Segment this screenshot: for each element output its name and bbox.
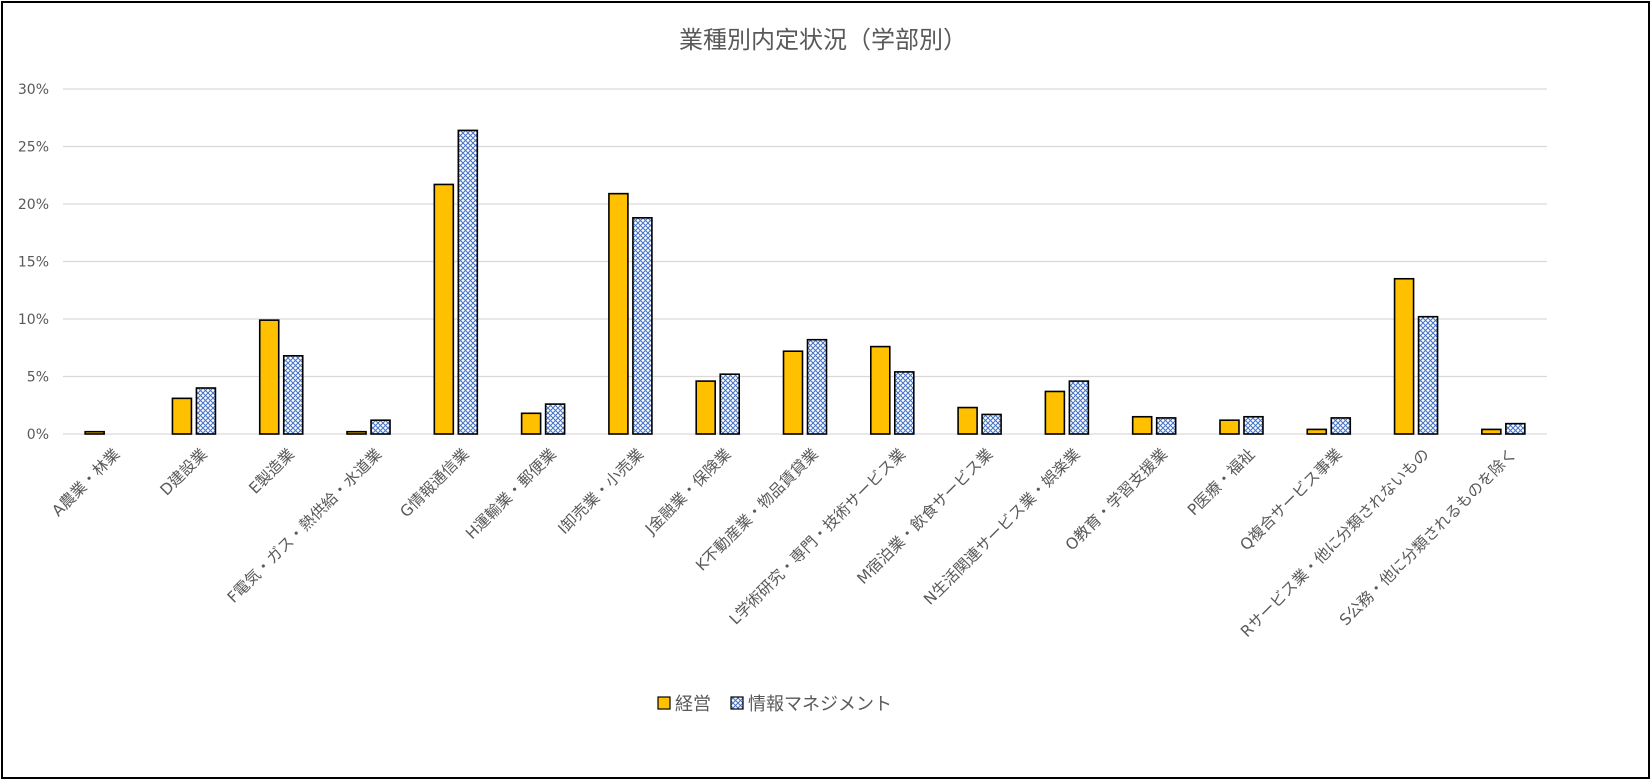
bar-keiei-2 — [258, 319, 280, 435]
y-tick-label: 30% — [18, 82, 49, 98]
bar-keiei-6 — [608, 192, 629, 435]
legend-swatch — [730, 696, 744, 710]
y-tick-label: 25% — [18, 140, 49, 156]
bar-joho-8 — [806, 338, 828, 435]
x-tick-label: L学術研究・専門・技術サービス業 — [726, 445, 909, 628]
y-tick-label: 10% — [18, 312, 49, 328]
bar-keiei-9 — [869, 345, 891, 435]
x-tick-label: F電気・ガス・熱供給・水道業 — [224, 445, 386, 607]
y-axis-ticks: 0% 5% 10% 15% 20% 25% 30% — [18, 82, 49, 443]
bar-keiei-0 — [84, 430, 105, 435]
bar-keiei-3 — [346, 430, 367, 435]
y-tick-label: 0% — [27, 427, 49, 443]
x-tick-label: D建設業 — [157, 445, 211, 499]
bar-joho-12 — [1155, 417, 1177, 435]
bar-joho-2 — [282, 354, 304, 435]
y-tick-label: 15% — [18, 255, 49, 271]
gridlines — [63, 88, 1547, 435]
x-tick-label: Rサービス業・他に分類されないもの — [1237, 445, 1433, 641]
bar-keiei-16 — [1481, 428, 1502, 435]
x-tick-label: A農業・林業 — [48, 445, 123, 520]
bar-joho-10 — [981, 413, 1002, 435]
x-tick-label: I卸売業・小売業 — [555, 445, 648, 538]
legend-label: 情報マネジメント — [748, 694, 892, 715]
chart-title: 業種別内定状況（学部別） — [679, 26, 967, 54]
x-tick-label: G情報通信業 — [397, 445, 473, 521]
bar-keiei-15 — [1393, 277, 1415, 435]
bar-joho-14 — [1330, 417, 1352, 435]
bar-keiei-13 — [1219, 419, 1240, 435]
x-tick-label: E製造業 — [246, 445, 299, 498]
bar-keiei-12 — [1131, 415, 1153, 435]
bar-keiei-8 — [782, 350, 804, 435]
bar-keiei-5 — [520, 412, 542, 435]
bar-joho-13 — [1243, 415, 1264, 435]
x-tick-label: P医療・福祉 — [1184, 445, 1258, 519]
x-tick-label: N生活関連サービス業・娯楽業 — [920, 445, 1083, 608]
bar-joho-7 — [719, 373, 741, 435]
bar-keiei-7 — [695, 380, 717, 435]
bars — [84, 129, 1526, 435]
bar-chart: 業種別内定状況（学部別） 0% 5% 10% 15% 20% 25% 30% A農業・林業 D… — [18, 26, 1547, 715]
bar-keiei-1 — [171, 397, 193, 435]
x-tick-label: J金融業・保険業 — [641, 445, 734, 538]
bar-keiei-11 — [1044, 390, 1066, 435]
bar-joho-11 — [1068, 380, 1090, 435]
bar-keiei-10 — [957, 406, 978, 435]
y-tick-label: 20% — [18, 197, 49, 213]
legend-swatch — [657, 696, 671, 710]
bar-keiei-14 — [1306, 428, 1328, 435]
bar-joho-6 — [632, 217, 653, 435]
bar-keiei-4 — [433, 183, 455, 435]
x-tick-label: S公務・他に分類されるものを除く — [1336, 445, 1520, 629]
legend: 経営 情報マネジメント — [657, 694, 892, 715]
bar-joho-1 — [195, 387, 217, 435]
y-tick-label: 5% — [27, 370, 49, 386]
legend-label: 経営 — [675, 694, 711, 715]
bar-joho-15 — [1417, 315, 1439, 435]
bar-joho-9 — [893, 371, 915, 435]
bar-joho-3 — [370, 419, 391, 435]
bar-joho-16 — [1505, 422, 1526, 435]
bar-joho-4 — [457, 129, 479, 435]
x-tick-label: H運輸業・郵便業 — [462, 445, 560, 543]
bar-joho-5 — [544, 403, 566, 435]
